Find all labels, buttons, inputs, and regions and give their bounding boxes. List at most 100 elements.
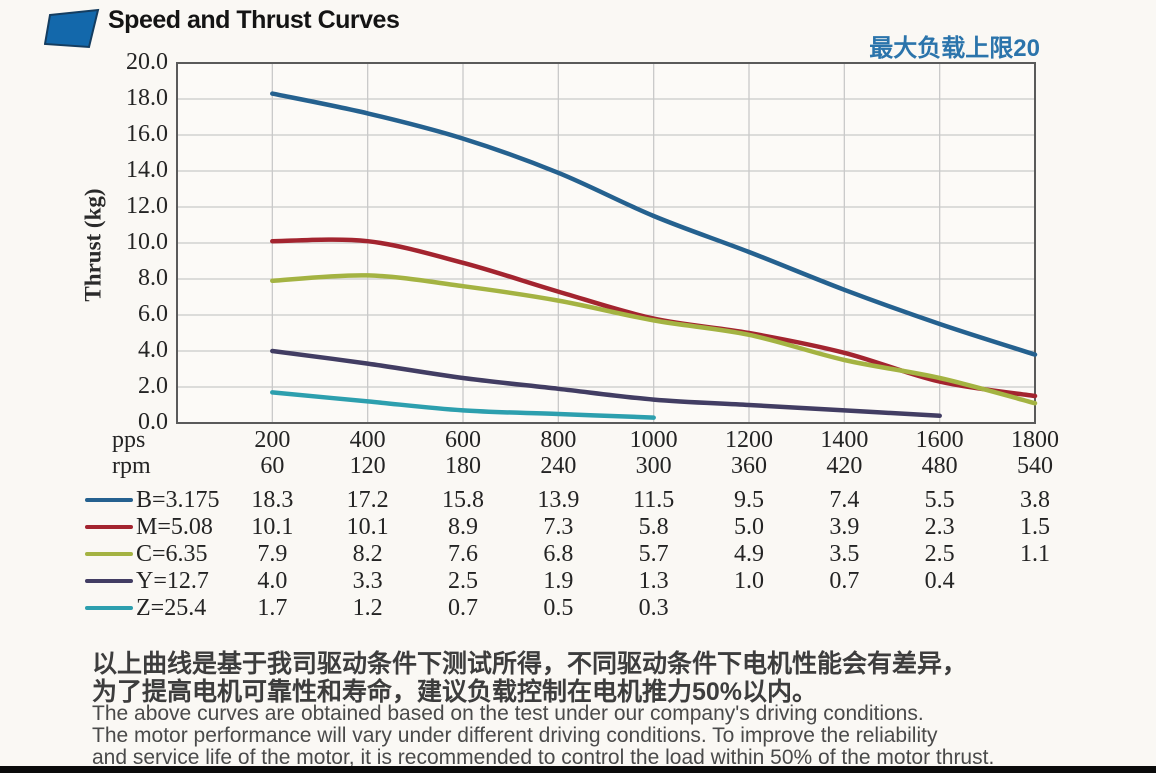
page-title: Speed and Thrust Curves — [108, 6, 400, 34]
x-tick-rpm: 420 — [826, 453, 863, 479]
series-swatch — [85, 498, 133, 502]
series-value: 8.9 — [448, 514, 478, 540]
series-value: 2.3 — [924, 514, 955, 540]
note-en-3: and service life of the motor, it is rec… — [92, 746, 995, 769]
series-value: 5.8 — [638, 514, 669, 540]
y-tick-label: 10.0 — [126, 229, 168, 255]
series-value: 1.9 — [543, 568, 574, 594]
curve-y — [270, 348, 942, 419]
series-value: 3.8 — [1020, 487, 1050, 513]
series-value: 3.9 — [829, 514, 860, 540]
table-row: B=3.175 18.3 17.2 15.8 13.9 11.5 9.5 7.4 5.5 3.8 — [0, 487, 1156, 514]
x-tick-pps: 400 — [349, 427, 386, 453]
note-cn-2: 为了提高电机可靠性和寿命，建议负载控制在电机推力50%以内。 — [92, 678, 818, 706]
series-name: Z=25.4 — [136, 595, 207, 621]
series-value: 6.8 — [543, 541, 574, 567]
note-en-1: The above curves are obtained based on t… — [92, 702, 924, 725]
series-value: 7.9 — [257, 541, 288, 567]
series-swatch — [85, 579, 133, 583]
curve-c — [270, 273, 1038, 406]
series-value: 1.3 — [638, 568, 669, 594]
curve-b — [270, 91, 1038, 357]
series-value: 0.7 — [448, 595, 478, 621]
series-name: C=6.35 — [136, 541, 208, 567]
max-load-note: 最大负载上限20 — [869, 35, 1040, 62]
curve-z — [270, 390, 656, 420]
x-tick-pps: 1600 — [915, 427, 964, 453]
x-tick-rpm: 180 — [445, 453, 481, 479]
series-value: 3.5 — [829, 541, 860, 567]
series-value: 10.1 — [346, 514, 389, 540]
x-tick-rpm: 240 — [540, 453, 577, 479]
series-value: 2.5 — [924, 541, 955, 567]
x-tick-rpm: 480 — [921, 453, 958, 479]
series-value: 7.4 — [829, 487, 860, 513]
series-value: 1.7 — [257, 595, 288, 621]
x-axis-unit-pps: pps — [112, 427, 146, 453]
x-tick-rpm: 360 — [731, 453, 767, 479]
y-tick-label: 4.0 — [138, 337, 168, 363]
y-tick-label: 18.0 — [126, 85, 168, 111]
series-swatch — [85, 525, 133, 529]
note-cn-1: 以上曲线是基于我司驱动条件下测试所得，不同驱动条件下电机性能会有差异， — [92, 650, 968, 678]
series-value: 15.8 — [442, 487, 484, 513]
table-row: C=6.35 7.9 8.2 7.6 6.8 5.7 4.9 3.5 2.5 1.1 — [0, 541, 1156, 568]
series-value: 5.7 — [638, 541, 669, 567]
series-swatch — [85, 552, 133, 556]
y-tick-label: 6.0 — [138, 301, 168, 327]
x-tick-rpm: 540 — [1017, 453, 1053, 479]
series-value: 18.3 — [251, 487, 294, 513]
y-tick-label: 8.0 — [138, 265, 168, 291]
page-header: Speed and Thrust Curves — [44, 6, 400, 50]
table-row: Y=12.7 4.0 3.3 2.5 1.9 1.3 1.0 0.7 0.4 — [0, 568, 1156, 595]
series-value: 13.9 — [537, 487, 580, 513]
series-value: 5.5 — [924, 487, 955, 513]
series-value: 11.5 — [633, 487, 675, 513]
x-tick-pps: 600 — [445, 427, 481, 453]
table-row: Z=25.4 1.7 1.2 0.7 0.5 0.3 — [0, 595, 1156, 622]
series-value: 1.0 — [734, 568, 764, 594]
series-value: 0.4 — [924, 568, 955, 594]
series-value: 8.2 — [352, 541, 383, 567]
series-value: 17.2 — [346, 487, 389, 513]
x-tick-pps: 200 — [254, 427, 291, 453]
table-row: M=5.08 10.1 10.1 8.9 7.3 5.8 5.0 3.9 2.3 1.5 — [0, 514, 1156, 541]
bottom-bar — [0, 766, 1156, 773]
series-name: M=5.08 — [136, 514, 213, 540]
series-value: 1.1 — [1020, 541, 1050, 567]
series-value: 7.6 — [448, 541, 478, 567]
y-tick-label: 0.0 — [138, 409, 168, 435]
x-tick-pps: 800 — [540, 427, 577, 453]
series-value: 0.7 — [829, 568, 860, 594]
x-axis-unit-rpm: rpm — [112, 453, 151, 479]
series-value: 3.3 — [352, 568, 383, 594]
series-value: 0.3 — [638, 595, 669, 621]
x-tick-pps: 1800 — [1011, 427, 1059, 453]
y-tick-label: 14.0 — [126, 157, 168, 183]
series-value: 2.5 — [448, 568, 478, 594]
series-value: 1.5 — [1020, 514, 1050, 540]
series-value: 1.2 — [352, 595, 383, 621]
x-tick-rpm: 60 — [260, 453, 285, 479]
series-value: 4.9 — [734, 541, 764, 567]
note-en-2: The motor performance will vary under di… — [92, 724, 938, 747]
y-tick-label: 20.0 — [126, 49, 168, 75]
series-name: B=3.175 — [136, 487, 220, 513]
x-tick-pps: 1400 — [820, 427, 869, 453]
y-tick-label: 12.0 — [126, 193, 168, 219]
series-value: 0.5 — [543, 595, 574, 621]
series-value: 7.3 — [543, 514, 574, 540]
y-tick-label: 2.0 — [138, 373, 168, 399]
x-tick-pps: 1200 — [725, 427, 773, 453]
y-tick-label: 16.0 — [126, 121, 168, 147]
x-tick-rpm: 120 — [349, 453, 386, 479]
section-marker-icon — [44, 8, 100, 49]
x-tick-rpm: 300 — [635, 453, 672, 479]
series-swatch — [85, 606, 133, 610]
series-name: Y=12.7 — [136, 568, 209, 594]
x-tick-pps: 1000 — [629, 427, 678, 453]
series-value: 9.5 — [734, 487, 764, 513]
series-value: 4.0 — [257, 568, 288, 594]
